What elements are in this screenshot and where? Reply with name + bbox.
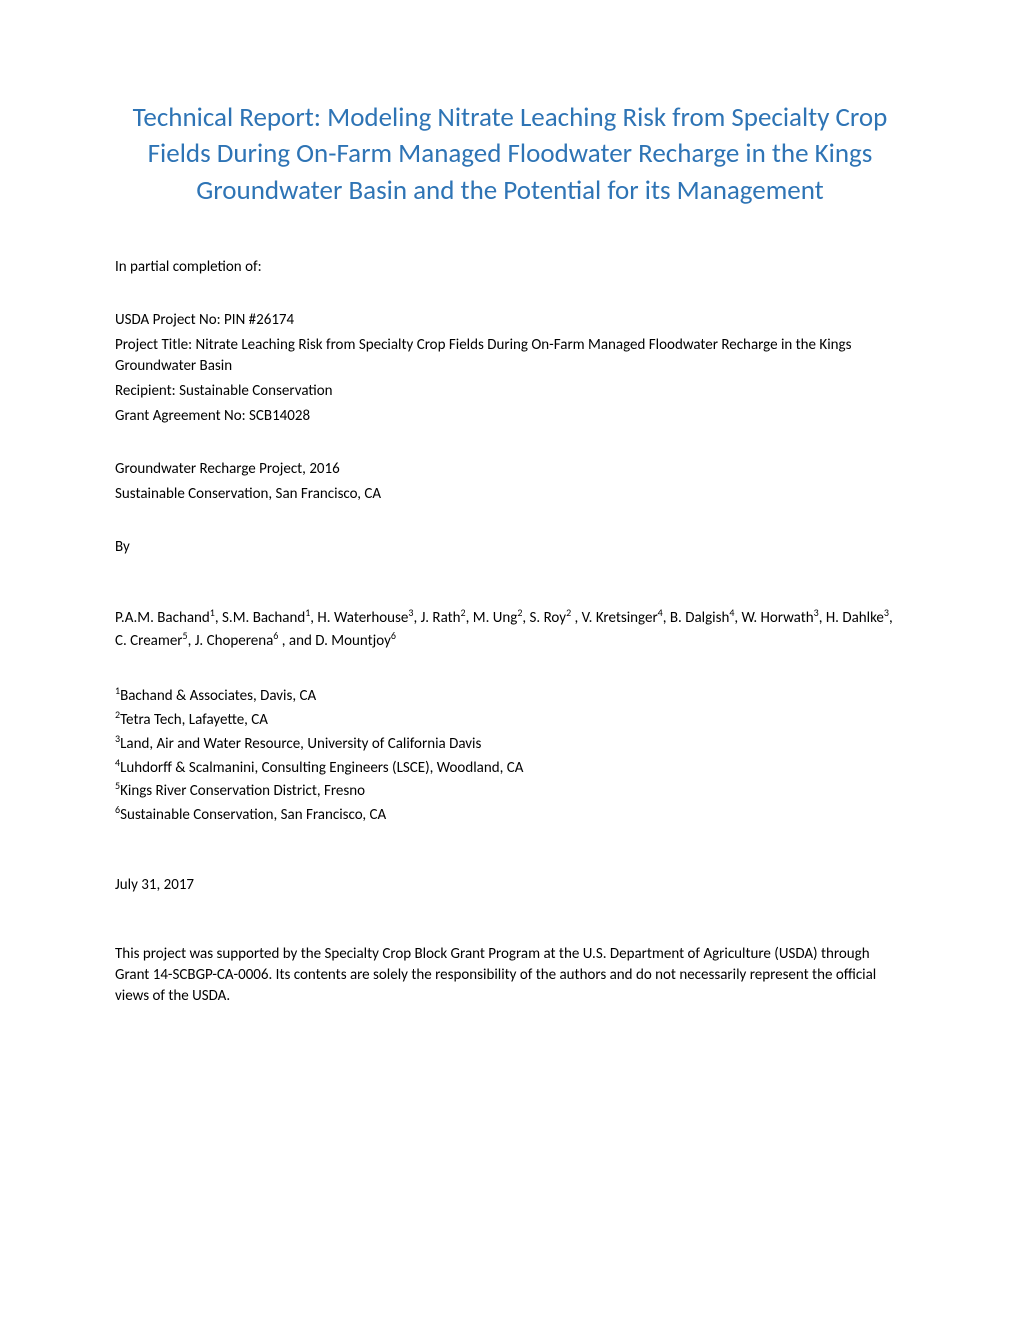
author-name: , S. Roy — [522, 609, 566, 627]
recipient: Recipient: Sustainable Conservation — [115, 381, 905, 402]
author-name: , H. Dahlke — [819, 609, 884, 627]
affil-text: Sustainable Conservation, San Francisco,… — [120, 806, 386, 824]
project-title: Project Title: Nitrate Leaching Risk fro… — [115, 335, 905, 377]
affil-text: Land, Air and Water Resource, University… — [120, 735, 481, 753]
affil-text: Tetra Tech, Lafayette, CA — [120, 711, 268, 729]
affil-text: Bachand & Associates, Davis, CA — [120, 687, 316, 705]
org-location: Sustainable Conservation, San Francisco,… — [115, 484, 905, 505]
authors-list: P.A.M. Bachand1, S.M. Bachand1, H. Water… — [115, 606, 905, 652]
affiliation-item: 5Kings River Conservation District, Fres… — [115, 779, 905, 803]
author-name: , B. Dalgish — [663, 609, 730, 627]
author-name: , J. Rath — [413, 609, 460, 627]
affiliations-list: 1Bachand & Associates, Davis, CA 2Tetra … — [115, 684, 905, 827]
author-name: , J. Choperena — [188, 632, 274, 650]
affil-text: Kings River Conservation District, Fresn… — [120, 782, 365, 800]
affil-text: Luhdorff & Scalmanini, Consulting Engine… — [120, 759, 523, 777]
usda-project-no: USDA Project No: PIN #26174 — [115, 310, 905, 331]
author-name: , S.M. Bachand — [215, 609, 305, 627]
by-label: By — [115, 537, 905, 558]
affiliation-item: 3Land, Air and Water Resource, Universit… — [115, 732, 905, 756]
author-name: , W. Horwath — [734, 609, 813, 627]
partial-completion-label: In partial completion of: — [115, 257, 905, 278]
affiliation-item: 6Sustainable Conservation, San Francisco… — [115, 803, 905, 827]
author-name: , M. Ung — [466, 609, 518, 627]
grant-agreement: Grant Agreement No: SCB14028 — [115, 406, 905, 427]
recharge-project: Groundwater Recharge Project, 2016 — [115, 459, 905, 480]
author-name: P.A.M. Bachand — [115, 609, 210, 627]
author-name: , V. Kretsinger — [571, 609, 658, 627]
author-name: , H. Waterhouse — [310, 609, 408, 627]
date: July 31, 2017 — [115, 875, 905, 896]
affiliation-item: 1Bachand & Associates, Davis, CA — [115, 684, 905, 708]
affiliation-item: 2Tetra Tech, Lafayette, CA — [115, 708, 905, 732]
report-title: Technical Report: Modeling Nitrate Leach… — [115, 100, 905, 209]
disclaimer: This project was supported by the Specia… — [115, 944, 905, 1007]
affiliation-item: 4Luhdorff & Scalmanini, Consulting Engin… — [115, 756, 905, 780]
author-name: , and D. Mountjoy — [278, 632, 391, 650]
author-sup: 6 — [391, 629, 396, 642]
